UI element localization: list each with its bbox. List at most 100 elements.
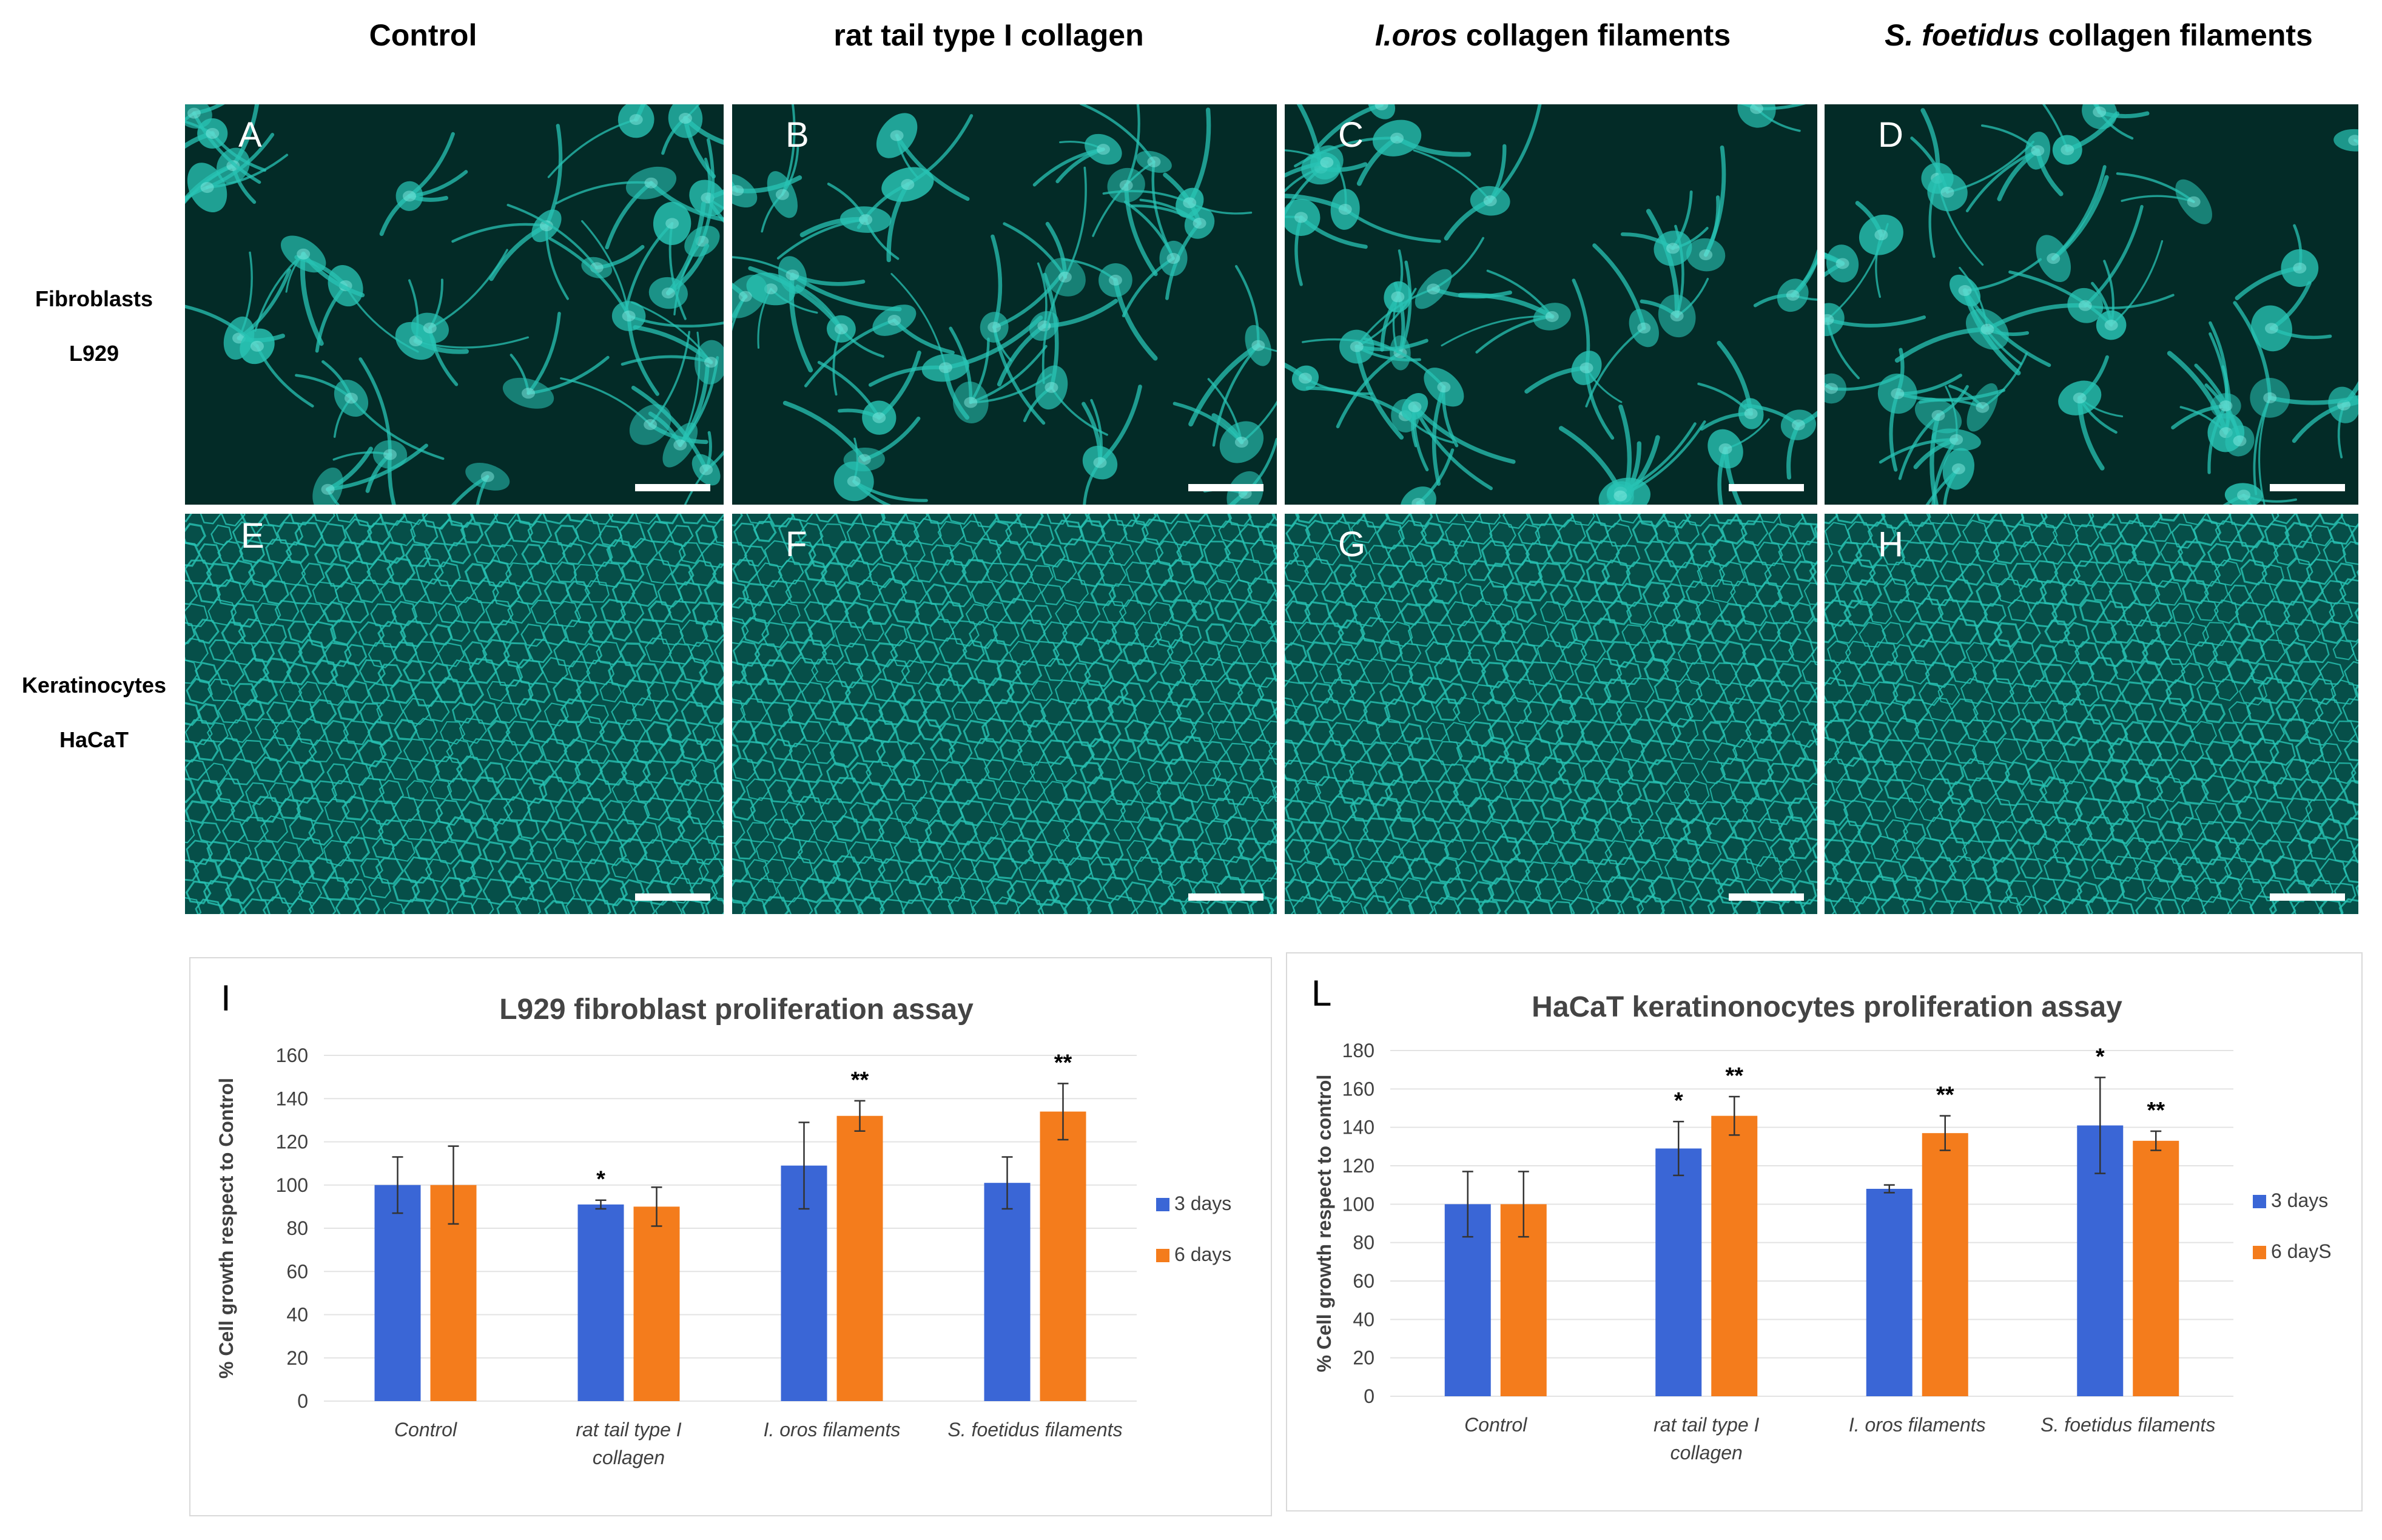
y-tick-label: 120	[1342, 1155, 1374, 1177]
keratinocyte-cell-layer	[1825, 514, 2358, 914]
y-tick-label: 80	[1353, 1232, 1374, 1254]
x-tick-label: S. foetidus filaments	[2041, 1414, 2215, 1436]
y-axis-label: % Cell growth respect to control	[1313, 1075, 1335, 1373]
fibroblast-cell	[2250, 281, 2332, 352]
fibroblast-cell	[1032, 133, 1122, 187]
fibroblast-cell	[379, 132, 468, 237]
scale-bar	[635, 893, 710, 901]
fibroblast-cell	[560, 331, 708, 445]
chart-panel-letter: L	[1311, 973, 1332, 1014]
significance-mark: **	[1725, 1063, 1743, 1089]
error-bar	[448, 1145, 459, 1225]
x-tick-label: Control	[1464, 1414, 1527, 1436]
error-bar	[1939, 1115, 1951, 1151]
y-tick-label: 0	[1364, 1385, 1374, 1407]
bar	[577, 1204, 624, 1401]
fibroblast-cell	[980, 234, 1065, 425]
panel-label: C	[1338, 115, 1364, 155]
fibroblast-cell	[548, 220, 724, 396]
x-tick-label: Control	[394, 1419, 457, 1441]
fibroblast-cell	[1441, 269, 1571, 354]
fibroblast-cell	[555, 166, 724, 250]
fibroblast-cells-image	[185, 104, 724, 505]
fibroblast-cell	[2222, 483, 2297, 505]
fibroblast-cell	[631, 385, 724, 505]
fibroblast-cell	[1172, 378, 1277, 463]
y-tick-label: 180	[1342, 1040, 1374, 1061]
fibroblast-cell	[1285, 145, 1344, 180]
scale-bar	[1729, 893, 1804, 901]
fibroblast-cell	[312, 443, 428, 505]
legend-label: 6 dayS	[2271, 1240, 2332, 1262]
chart-panel-letter: I	[221, 978, 231, 1018]
micrograph-panel-d: D	[1825, 104, 2358, 505]
significance-mark: **	[2147, 1098, 2165, 1123]
significance-mark: *	[2096, 1044, 2105, 1069]
micrograph-panel-a: A	[185, 104, 724, 505]
bar	[836, 1115, 883, 1401]
y-tick-label: 140	[276, 1088, 308, 1109]
fibroblast-cells-image	[732, 104, 1277, 505]
keratinocyte-cells-image	[732, 514, 1277, 914]
fibroblast-cell	[2036, 165, 2109, 283]
bar	[1922, 1133, 1968, 1396]
fibroblast-cells-image	[1825, 104, 2358, 505]
column-header-control: Control	[369, 18, 477, 52]
y-tick-label: 0	[297, 1390, 308, 1412]
row-label-fibroblasts: Fibroblasts L929	[35, 286, 153, 366]
y-tick-label: 40	[1353, 1308, 1374, 1330]
column-header-s-foetidus: S. foetidus collagen filaments	[1885, 18, 2313, 52]
fibroblast-cell	[2008, 240, 2164, 340]
fibroblast-cell	[1313, 104, 1396, 153]
fibroblast-cell	[1925, 448, 1974, 505]
micrograph-panel-c: C	[1285, 104, 1817, 505]
fibroblast-cell	[2235, 224, 2319, 300]
legend-swatch	[1156, 1198, 1169, 1211]
fibroblast-cell	[1023, 272, 1108, 436]
fibroblast-cell	[1707, 418, 1770, 505]
y-tick-label: 100	[276, 1174, 308, 1196]
error-bar	[595, 1199, 607, 1210]
scale-bar	[1188, 484, 1263, 491]
y-tick-label: 160	[1342, 1078, 1374, 1100]
y-axis-label: % Cell growth respect to Control	[215, 1078, 237, 1379]
significance-mark: **	[851, 1068, 869, 1093]
error-bar	[1673, 1120, 1684, 1177]
scale-bar	[1188, 893, 1263, 901]
fibroblast-cell	[451, 462, 510, 505]
micrograph-panel-f: F	[732, 514, 1277, 914]
y-tick-label: 60	[286, 1260, 308, 1282]
fibroblast-cell	[1640, 209, 1709, 338]
proliferation-bar-chart-l929: L929 fibroblast proliferation assay % Cel…	[215, 994, 1231, 1468]
fibroblast-cell	[2082, 104, 2150, 140]
fibroblast-cell	[1062, 258, 1158, 361]
fibroblast-cell	[1894, 266, 2030, 363]
fibroblast-cell	[1131, 172, 1215, 300]
fibroblast-cell	[1825, 244, 1859, 283]
fibroblast-cell	[1107, 104, 1158, 277]
chart-title: HaCaT keratinonocytes proliferation assa…	[1532, 991, 2122, 1023]
fibroblast-cell	[1188, 264, 1277, 447]
scale-bar	[635, 484, 710, 491]
micrograph-panel-h: H	[1825, 514, 2358, 914]
fibroblast-cell	[876, 113, 970, 201]
fibroblast-cell	[295, 360, 445, 460]
fibroblast-cell	[1082, 385, 1142, 505]
fibroblast-cell	[1285, 362, 1373, 395]
fibroblast-cell	[411, 249, 508, 386]
error-bar	[1462, 1171, 1473, 1238]
x-tick-label: rat tail type I	[1654, 1414, 1759, 1436]
y-tick-label: 20	[1353, 1347, 1374, 1369]
significance-mark: **	[1054, 1050, 1072, 1075]
fibroblast-cell	[1898, 385, 1969, 505]
fibroblast-cell	[451, 124, 569, 300]
fibroblast-cell	[1606, 420, 1706, 505]
fibroblast-cell	[1737, 104, 1806, 132]
column-header-rat-tail: rat tail type I collagen	[833, 18, 1144, 52]
scale-bar	[2270, 893, 2345, 901]
bar	[1866, 1189, 1913, 1396]
fibroblast-cells-image	[1285, 104, 1817, 505]
panel-label: A	[238, 115, 262, 155]
fibroblast-cell	[621, 301, 724, 385]
fibroblast-cell	[1285, 164, 1441, 243]
